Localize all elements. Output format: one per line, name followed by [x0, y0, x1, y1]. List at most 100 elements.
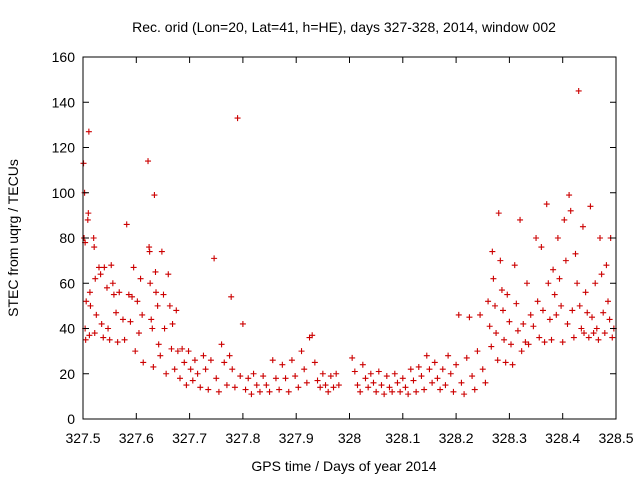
data-point: [149, 325, 156, 332]
data-point: [223, 382, 230, 389]
data-point: [231, 384, 238, 391]
data-point: [100, 334, 107, 341]
data-point: [169, 320, 176, 327]
data-point: [103, 284, 110, 291]
y-tick-label: 0: [67, 411, 75, 427]
data-point: [466, 314, 473, 321]
data-point: [163, 370, 170, 377]
data-point: [189, 377, 196, 384]
y-tick-label: 160: [52, 49, 76, 65]
data-point: [587, 203, 594, 210]
data-point: [522, 339, 529, 346]
data-point: [482, 379, 489, 386]
data-point: [82, 336, 89, 343]
data-point: [370, 379, 377, 386]
data-point: [221, 359, 228, 366]
data-point: [191, 357, 198, 364]
data-point: [598, 271, 605, 278]
data-point: [578, 325, 585, 332]
y-axis-title: STEC from uqrg / TECUs: [5, 159, 21, 317]
data-point: [561, 216, 568, 223]
data-points: [80, 87, 617, 398]
data-point: [229, 366, 236, 373]
data-point: [335, 382, 342, 389]
data-point: [541, 339, 548, 346]
data-point: [263, 382, 270, 389]
data-point: [139, 311, 146, 318]
data-point: [228, 293, 235, 300]
data-point: [303, 379, 310, 386]
data-point: [177, 375, 184, 382]
data-point: [311, 359, 318, 366]
data-point: [556, 275, 563, 282]
data-point: [91, 330, 98, 337]
data-point: [509, 361, 516, 368]
data-point: [145, 158, 152, 165]
data-point: [317, 384, 324, 391]
data-point: [327, 373, 334, 380]
data-point: [362, 375, 369, 382]
data-point: [402, 384, 409, 391]
data-point: [359, 361, 366, 368]
data-point: [319, 370, 326, 377]
data-point: [83, 298, 90, 305]
data-point: [113, 309, 120, 316]
data-point: [502, 359, 509, 366]
data-point: [98, 320, 105, 327]
data-point: [134, 298, 141, 305]
data-point: [127, 318, 134, 325]
data-point: [479, 366, 486, 373]
data-point: [207, 357, 214, 364]
data-point: [543, 201, 550, 208]
data-point: [226, 352, 233, 359]
x-tick-label: 328.1: [385, 430, 420, 446]
data-point: [309, 332, 316, 339]
data-point: [413, 388, 420, 395]
data-point: [367, 370, 374, 377]
data-point: [569, 307, 576, 314]
data-point: [431, 359, 438, 366]
data-point: [605, 298, 612, 305]
data-point: [365, 384, 372, 391]
data-point: [183, 382, 190, 389]
data-point: [135, 330, 142, 337]
data-point: [95, 264, 102, 271]
data-point: [349, 354, 356, 361]
y-tick-label: 100: [52, 185, 76, 201]
data-point: [461, 391, 468, 398]
data-point: [84, 216, 91, 223]
data-point: [157, 352, 164, 359]
data-point: [295, 384, 302, 391]
data-point: [153, 289, 160, 296]
data-point: [110, 291, 117, 298]
data-point: [518, 348, 525, 355]
data-point: [539, 307, 546, 314]
data-point: [386, 384, 393, 391]
y-tick-label: 140: [52, 94, 76, 110]
data-point: [474, 348, 481, 355]
data-point: [590, 330, 597, 337]
data-point: [211, 255, 218, 262]
data-point: [202, 366, 209, 373]
data-point: [567, 207, 574, 214]
data-point: [123, 221, 130, 228]
data-point: [174, 348, 181, 355]
data-point: [373, 388, 380, 395]
data-point: [450, 388, 457, 395]
data-point: [330, 384, 337, 391]
data-point: [333, 370, 340, 377]
data-point: [165, 271, 172, 278]
chart-title: Rec. orid (Lon=20, Lat=41, h=HE), days 3…: [132, 19, 556, 35]
data-point: [269, 357, 276, 364]
data-point: [152, 268, 159, 275]
data-point: [601, 330, 608, 337]
data-point: [218, 341, 225, 348]
data-point: [121, 336, 128, 343]
data-point: [489, 248, 496, 255]
data-point: [181, 359, 188, 366]
data-point: [603, 262, 610, 269]
data-point: [250, 370, 257, 377]
data-point: [234, 115, 241, 122]
data-point: [429, 379, 436, 386]
data-point: [534, 298, 541, 305]
